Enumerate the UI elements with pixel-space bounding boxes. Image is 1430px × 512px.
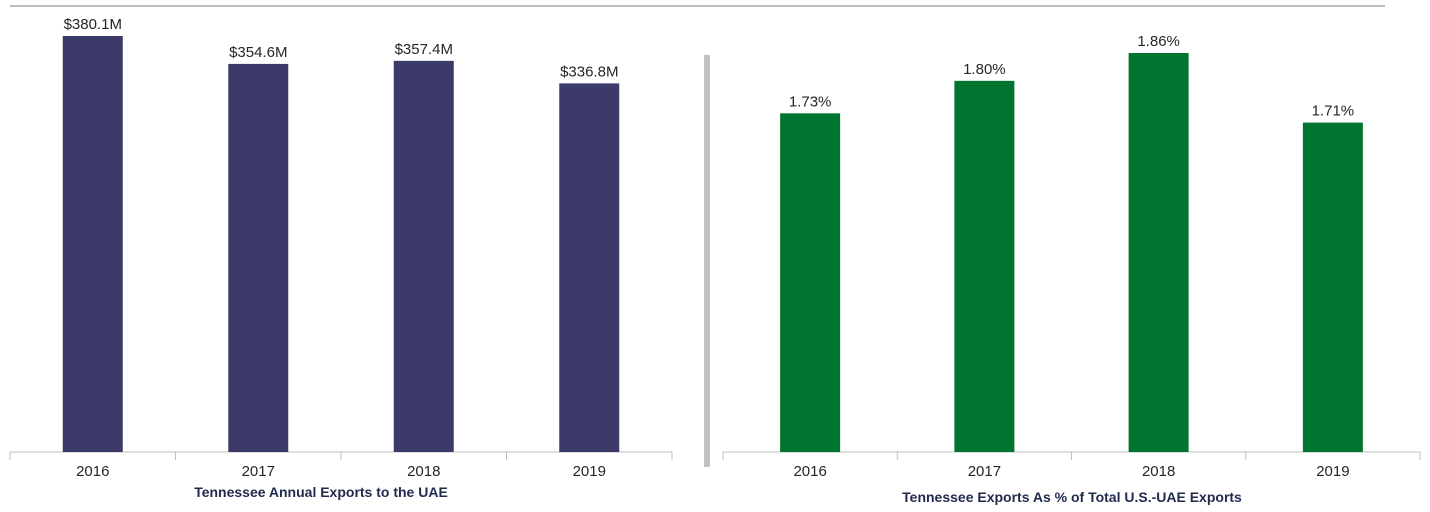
annual-exports-chart: $380.1M 2016 $354.6M 2017 $357.4M 2018 $336.8M… — [9, 16, 673, 480]
x-tick-label-2019: 2019 — [1316, 463, 1349, 480]
bar-2016 — [62, 36, 123, 452]
data-label-2017: 1.80% — [963, 61, 1006, 78]
x-tick-label-2017: 2017 — [242, 463, 275, 480]
bar-2019 — [1302, 122, 1363, 453]
data-label-2016: $380.1M — [64, 16, 122, 33]
x-tick-label-2016: 2016 — [793, 463, 826, 480]
export-share-chart: 1.73% 2016 1.80% 2017 1.86% 2018 1.71% 2019 — [722, 33, 1421, 480]
bar-2016 — [780, 113, 841, 452]
x-tick-label-2017: 2017 — [968, 463, 1001, 480]
x-tick-label-2016: 2016 — [76, 463, 109, 480]
bar-2019 — [559, 83, 620, 452]
bar-2017 — [228, 63, 289, 452]
data-label-2016: 1.73% — [789, 93, 832, 110]
bar-2017 — [954, 80, 1015, 452]
data-label-2019: 1.71% — [1312, 103, 1355, 120]
data-label-2018: $357.4M — [395, 41, 453, 58]
export-share-chart-title: Tennessee Exports As % of Total U.S.-UAE… — [902, 489, 1242, 505]
x-tick-label-2018: 2018 — [407, 463, 440, 480]
bar-2018 — [1128, 53, 1189, 452]
x-tick-label-2018: 2018 — [1142, 463, 1175, 480]
data-label-2018: 1.86% — [1137, 33, 1180, 50]
x-tick-label-2019: 2019 — [573, 463, 606, 480]
annual-exports-chart-title: Tennessee Annual Exports to the UAE — [194, 484, 448, 500]
data-label-2017: $354.6M — [229, 44, 287, 61]
data-label-2019: $336.8M — [560, 63, 618, 80]
bar-2018 — [393, 60, 454, 452]
